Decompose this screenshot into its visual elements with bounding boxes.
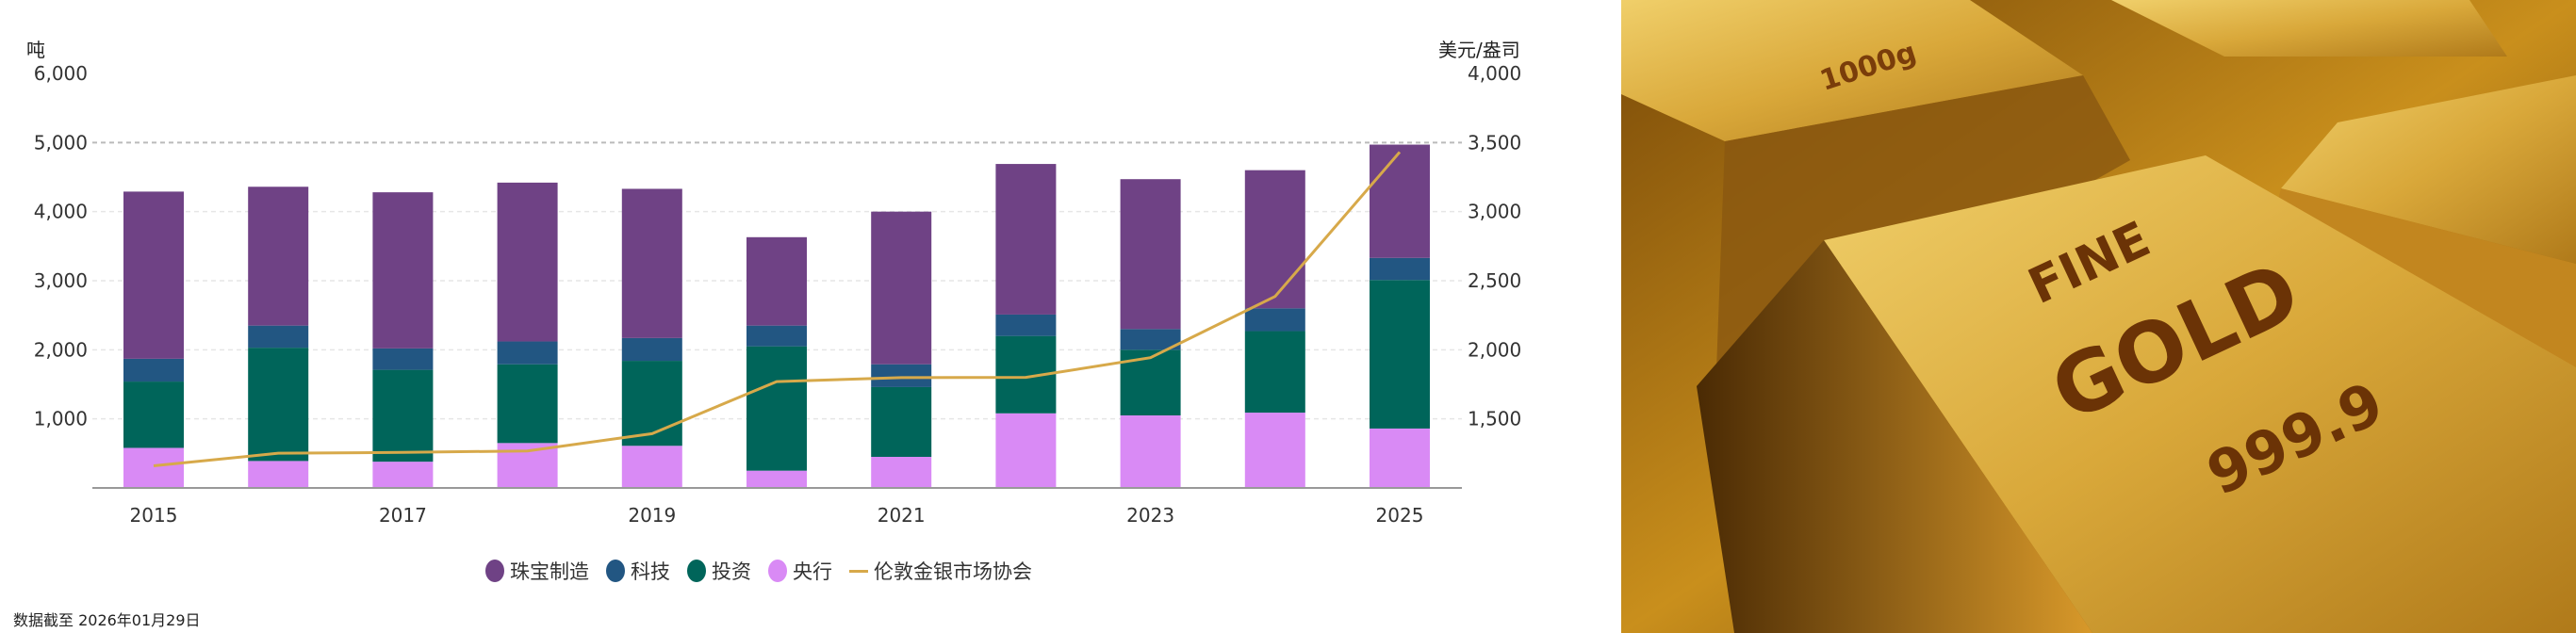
bar-segment-2020[interactable] xyxy=(747,470,807,488)
bar-segment-2020[interactable] xyxy=(747,346,807,471)
legend-item-central-bank[interactable]: 央行 xyxy=(768,557,832,585)
bar-segment-2019[interactable] xyxy=(621,337,682,362)
x-axis-tick: 2023 xyxy=(1126,504,1174,527)
x-axis-tick: 2015 xyxy=(130,504,178,527)
legend-dot-icon xyxy=(687,560,706,582)
bar-segment-2015[interactable] xyxy=(123,191,184,359)
legend-label: 珠宝制造 xyxy=(510,560,589,583)
legend-item-tech[interactable]: 科技 xyxy=(606,557,670,585)
legend-item-investment[interactable]: 投资 xyxy=(687,557,751,585)
left-axis-tick: 1,000 xyxy=(34,408,88,430)
bar-segment-2016[interactable] xyxy=(248,325,309,349)
x-axis-tick: 2017 xyxy=(379,504,427,527)
bar-segment-2024[interactable] xyxy=(1244,170,1305,309)
bar-segment-2017[interactable] xyxy=(372,369,434,463)
legend-label: 科技 xyxy=(631,560,670,583)
bar-segment-2020[interactable] xyxy=(747,325,807,347)
right-axis-tick: 2,000 xyxy=(1468,338,1521,361)
bar-segment-2025[interactable] xyxy=(1370,280,1430,429)
bar-segment-2016[interactable] xyxy=(248,187,309,326)
gold-demand-chart: 吨 美元/盎司 6,000 5,000 4,000 3,000 2,000 1,000 4,… xyxy=(26,39,1521,527)
legend-item-lbma[interactable]: 伦敦金银市场协会 xyxy=(849,557,1032,585)
gold-bars-photo: 1000g FINE GOLD 999.9 xyxy=(1621,0,2576,633)
legend-dot-icon xyxy=(768,560,787,582)
bar-segment-2018[interactable] xyxy=(497,341,558,365)
bar-segment-2024[interactable] xyxy=(1244,308,1305,332)
bar-segment-2021[interactable] xyxy=(871,386,932,457)
bar-segment-2021[interactable] xyxy=(871,364,932,387)
right-axis-tick: 3,500 xyxy=(1468,131,1521,154)
gridlines xyxy=(92,141,1462,420)
bar-segment-2025[interactable] xyxy=(1370,257,1430,281)
bar-segment-2024[interactable] xyxy=(1244,331,1305,414)
bar-segment-2015[interactable] xyxy=(123,447,184,488)
legend-dot-icon xyxy=(606,560,625,582)
bar-segment-2017[interactable] xyxy=(372,348,434,370)
back-bar-top xyxy=(1621,0,2083,141)
bar-segment-2020[interactable] xyxy=(747,236,807,326)
bar-segment-2021[interactable] xyxy=(871,457,932,488)
bar-segment-2025[interactable] xyxy=(1370,428,1430,488)
left-axis-tick: 6,000 xyxy=(34,62,88,85)
bar-segment-2022[interactable] xyxy=(995,314,1057,336)
front-bar-top xyxy=(1824,155,2576,633)
left-axis-tick: 2,000 xyxy=(34,338,88,361)
right-axis-tick: 3,000 xyxy=(1468,201,1521,223)
legend-label: 央行 xyxy=(793,560,832,583)
stacked-bars xyxy=(123,144,1430,488)
bar-segment-2016[interactable] xyxy=(248,461,309,488)
bar-segment-2019[interactable] xyxy=(621,361,682,446)
right-axis-tick: 1,500 xyxy=(1468,408,1521,430)
bar-segment-2021[interactable] xyxy=(871,211,932,365)
bar-segment-2019[interactable] xyxy=(621,446,682,488)
legend-label: 投资 xyxy=(712,560,751,583)
right-axis-tick: 4,000 xyxy=(1468,62,1521,85)
bar-segment-2023[interactable] xyxy=(1120,329,1181,350)
bar-segment-2019[interactable] xyxy=(621,188,682,338)
bar-segment-2015[interactable] xyxy=(123,358,184,382)
price-line xyxy=(153,151,1402,468)
legend-dot-icon xyxy=(485,560,504,582)
front-bar-side xyxy=(1697,240,2092,633)
bar-segment-2018[interactable] xyxy=(497,182,558,342)
bar-segment-2023[interactable] xyxy=(1120,179,1181,330)
bar-segment-2022[interactable] xyxy=(995,164,1057,315)
bar-segment-2024[interactable] xyxy=(1244,413,1305,488)
left-axis-tick: 5,000 xyxy=(34,131,88,154)
x-axis-tick: 2019 xyxy=(628,504,676,527)
bar-segment-2018[interactable] xyxy=(497,364,558,444)
bar-segment-2025[interactable] xyxy=(1370,144,1430,258)
left-axis-unit: 吨 xyxy=(26,39,45,61)
bar-segment-2017[interactable] xyxy=(372,462,434,488)
bar-segment-2023[interactable] xyxy=(1120,415,1181,488)
bar-segment-2016[interactable] xyxy=(248,348,309,462)
x-axis-tick: 2025 xyxy=(1376,504,1424,527)
legend-item-jewelry[interactable]: 珠宝制造 xyxy=(485,557,589,585)
left-axis-tick: 3,000 xyxy=(34,269,88,292)
legend: 珠宝制造 科技 投资 央行 伦敦金银市场协会 xyxy=(485,557,1032,585)
legend-label: 伦敦金银市场协会 xyxy=(874,560,1032,583)
legend-line-icon xyxy=(849,569,868,573)
x-axis-tick: 2021 xyxy=(878,504,926,527)
bar-segment-2022[interactable] xyxy=(995,413,1057,488)
bar-segment-2017[interactable] xyxy=(372,192,434,349)
right-axis-tick: 2,500 xyxy=(1468,269,1521,292)
bar-segment-2015[interactable] xyxy=(123,381,184,448)
right-axis-unit: 美元/盎司 xyxy=(1438,39,1520,61)
footnote: 数据截至 2026年01月29日 xyxy=(13,611,201,629)
left-axis-tick: 4,000 xyxy=(34,201,88,223)
